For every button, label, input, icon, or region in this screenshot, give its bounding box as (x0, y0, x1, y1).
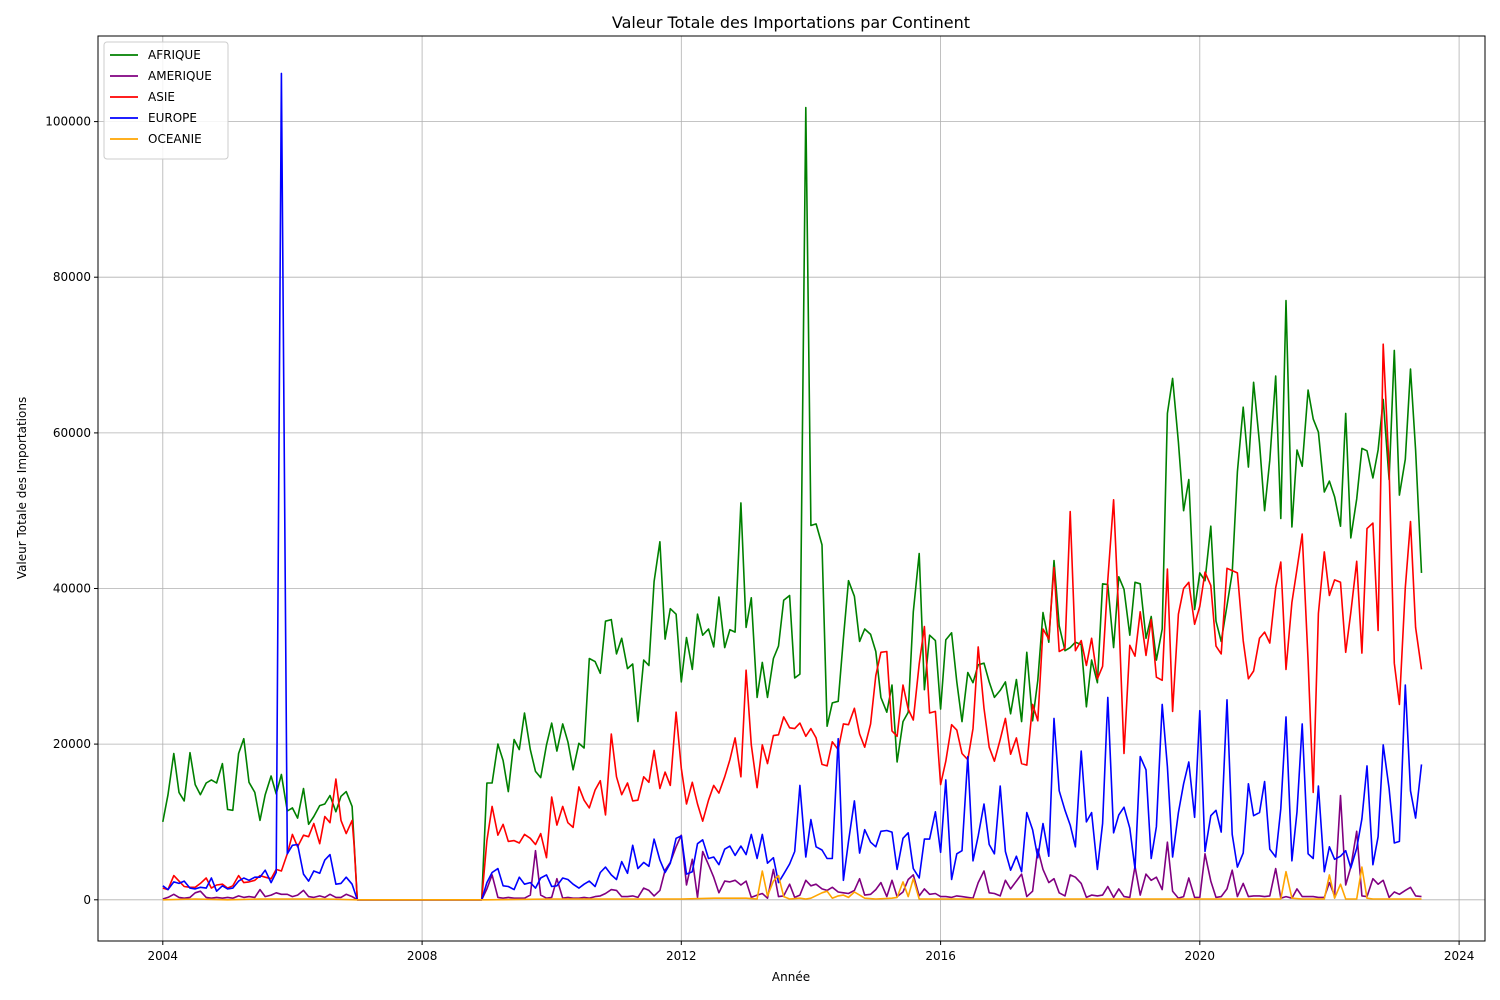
series-lines (162, 72, 1423, 901)
y-tick-label: 80000 (53, 270, 91, 284)
x-tick-label: 2020 (1185, 949, 1216, 963)
y-axis-label: Valeur Totale des Importations (15, 397, 29, 579)
x-tick-label: 2024 (1444, 949, 1475, 963)
y-tick-label: 100000 (45, 115, 91, 129)
y-tick-label: 60000 (53, 426, 91, 440)
y-tick-label: 0 (83, 893, 91, 907)
legend-label: AMERIQUE (148, 69, 212, 83)
x-tick-label: 2008 (407, 949, 438, 963)
chart-title: Valeur Totale des Importations par Conti… (612, 13, 970, 32)
series-line-oceanie (162, 866, 1422, 901)
legend-box (103, 41, 229, 160)
series-line-europe (162, 72, 1423, 901)
legend: AFRIQUE AMERIQUE ASIE EUROPE OCEANIE (103, 41, 229, 160)
axis-ticks: 2004 2008 2012 2016 2020 2024 0 20000 40000 60000… (45, 115, 1474, 963)
series-line-asie (162, 343, 1423, 901)
x-tick-label: 2012 (666, 949, 697, 963)
x-tick-label: 2016 (925, 949, 956, 963)
legend-label: AFRIQUE (148, 48, 201, 62)
plot-frame (97, 35, 1486, 942)
legend-label: EUROPE (148, 111, 197, 125)
series-line-amerique (162, 794, 1422, 901)
legend-label: OCEANIE (148, 132, 202, 146)
grid-lines (98, 36, 1485, 941)
x-axis-label: Année (772, 970, 810, 984)
x-tick-label: 2004 (148, 949, 179, 963)
y-tick-label: 40000 (53, 582, 91, 596)
legend-label: ASIE (148, 90, 175, 104)
y-tick-label: 20000 (53, 737, 91, 751)
